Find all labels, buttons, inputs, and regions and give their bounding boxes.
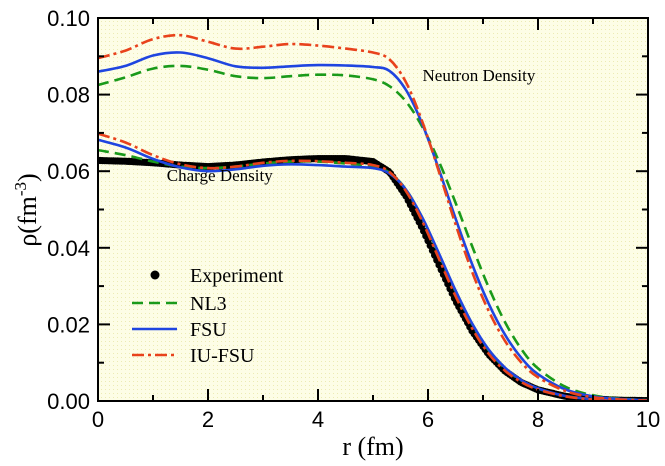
legend: Experiment NL3 FSU IU-FSU — [132, 265, 284, 367]
legend-symbol-experiment — [150, 270, 160, 280]
series-nl3-neutron — [98, 64, 648, 401]
y-tick-label: 0.06 — [47, 159, 90, 184]
y-axis-label-exponent: -3 — [11, 182, 30, 196]
y-axis-label-main: ρ(fm — [13, 196, 42, 247]
y-tick-label: 0.02 — [47, 312, 90, 337]
legend-label-fsu: FSU — [190, 319, 227, 341]
legend-label-experiment: Experiment — [190, 265, 284, 287]
x-tick-labels: 0 2 4 6 8 10 — [92, 407, 660, 432]
y-axis-label-close: ) — [13, 173, 42, 182]
x-tick-label: 8 — [532, 407, 544, 432]
y-tick-label: 0.10 — [47, 6, 90, 31]
plot-frame — [97, 17, 649, 402]
series-fsu-neutron — [98, 51, 648, 401]
x-tick-label: 4 — [312, 407, 324, 432]
legend-label-nl3: NL3 — [190, 293, 227, 315]
series-iu-fsu-neutron — [98, 33, 648, 401]
x-tick-label: 10 — [636, 407, 660, 432]
charge-density-annotation: Charge Density — [167, 166, 273, 185]
y-tick-label: 0.00 — [47, 389, 90, 414]
legend-label-iu-fsu: IU-FSU — [190, 345, 255, 367]
y-tick-label: 0.08 — [47, 83, 90, 108]
y-tick-labels: 0.00 0.02 0.04 0.06 0.08 0.10 — [47, 6, 90, 414]
x-axis-label: r (fm) — [342, 432, 403, 461]
y-axis-label: ρ(fm-3) — [11, 173, 42, 246]
x-tick-label: 6 — [422, 407, 434, 432]
neutron-density-annotation: Neutron Density — [423, 66, 536, 85]
data-curves — [98, 33, 648, 401]
plot-area — [98, 18, 648, 401]
x-tick-label: 0 — [92, 407, 104, 432]
y-tick-label: 0.04 — [47, 236, 90, 261]
x-tick-label: 2 — [202, 407, 214, 432]
